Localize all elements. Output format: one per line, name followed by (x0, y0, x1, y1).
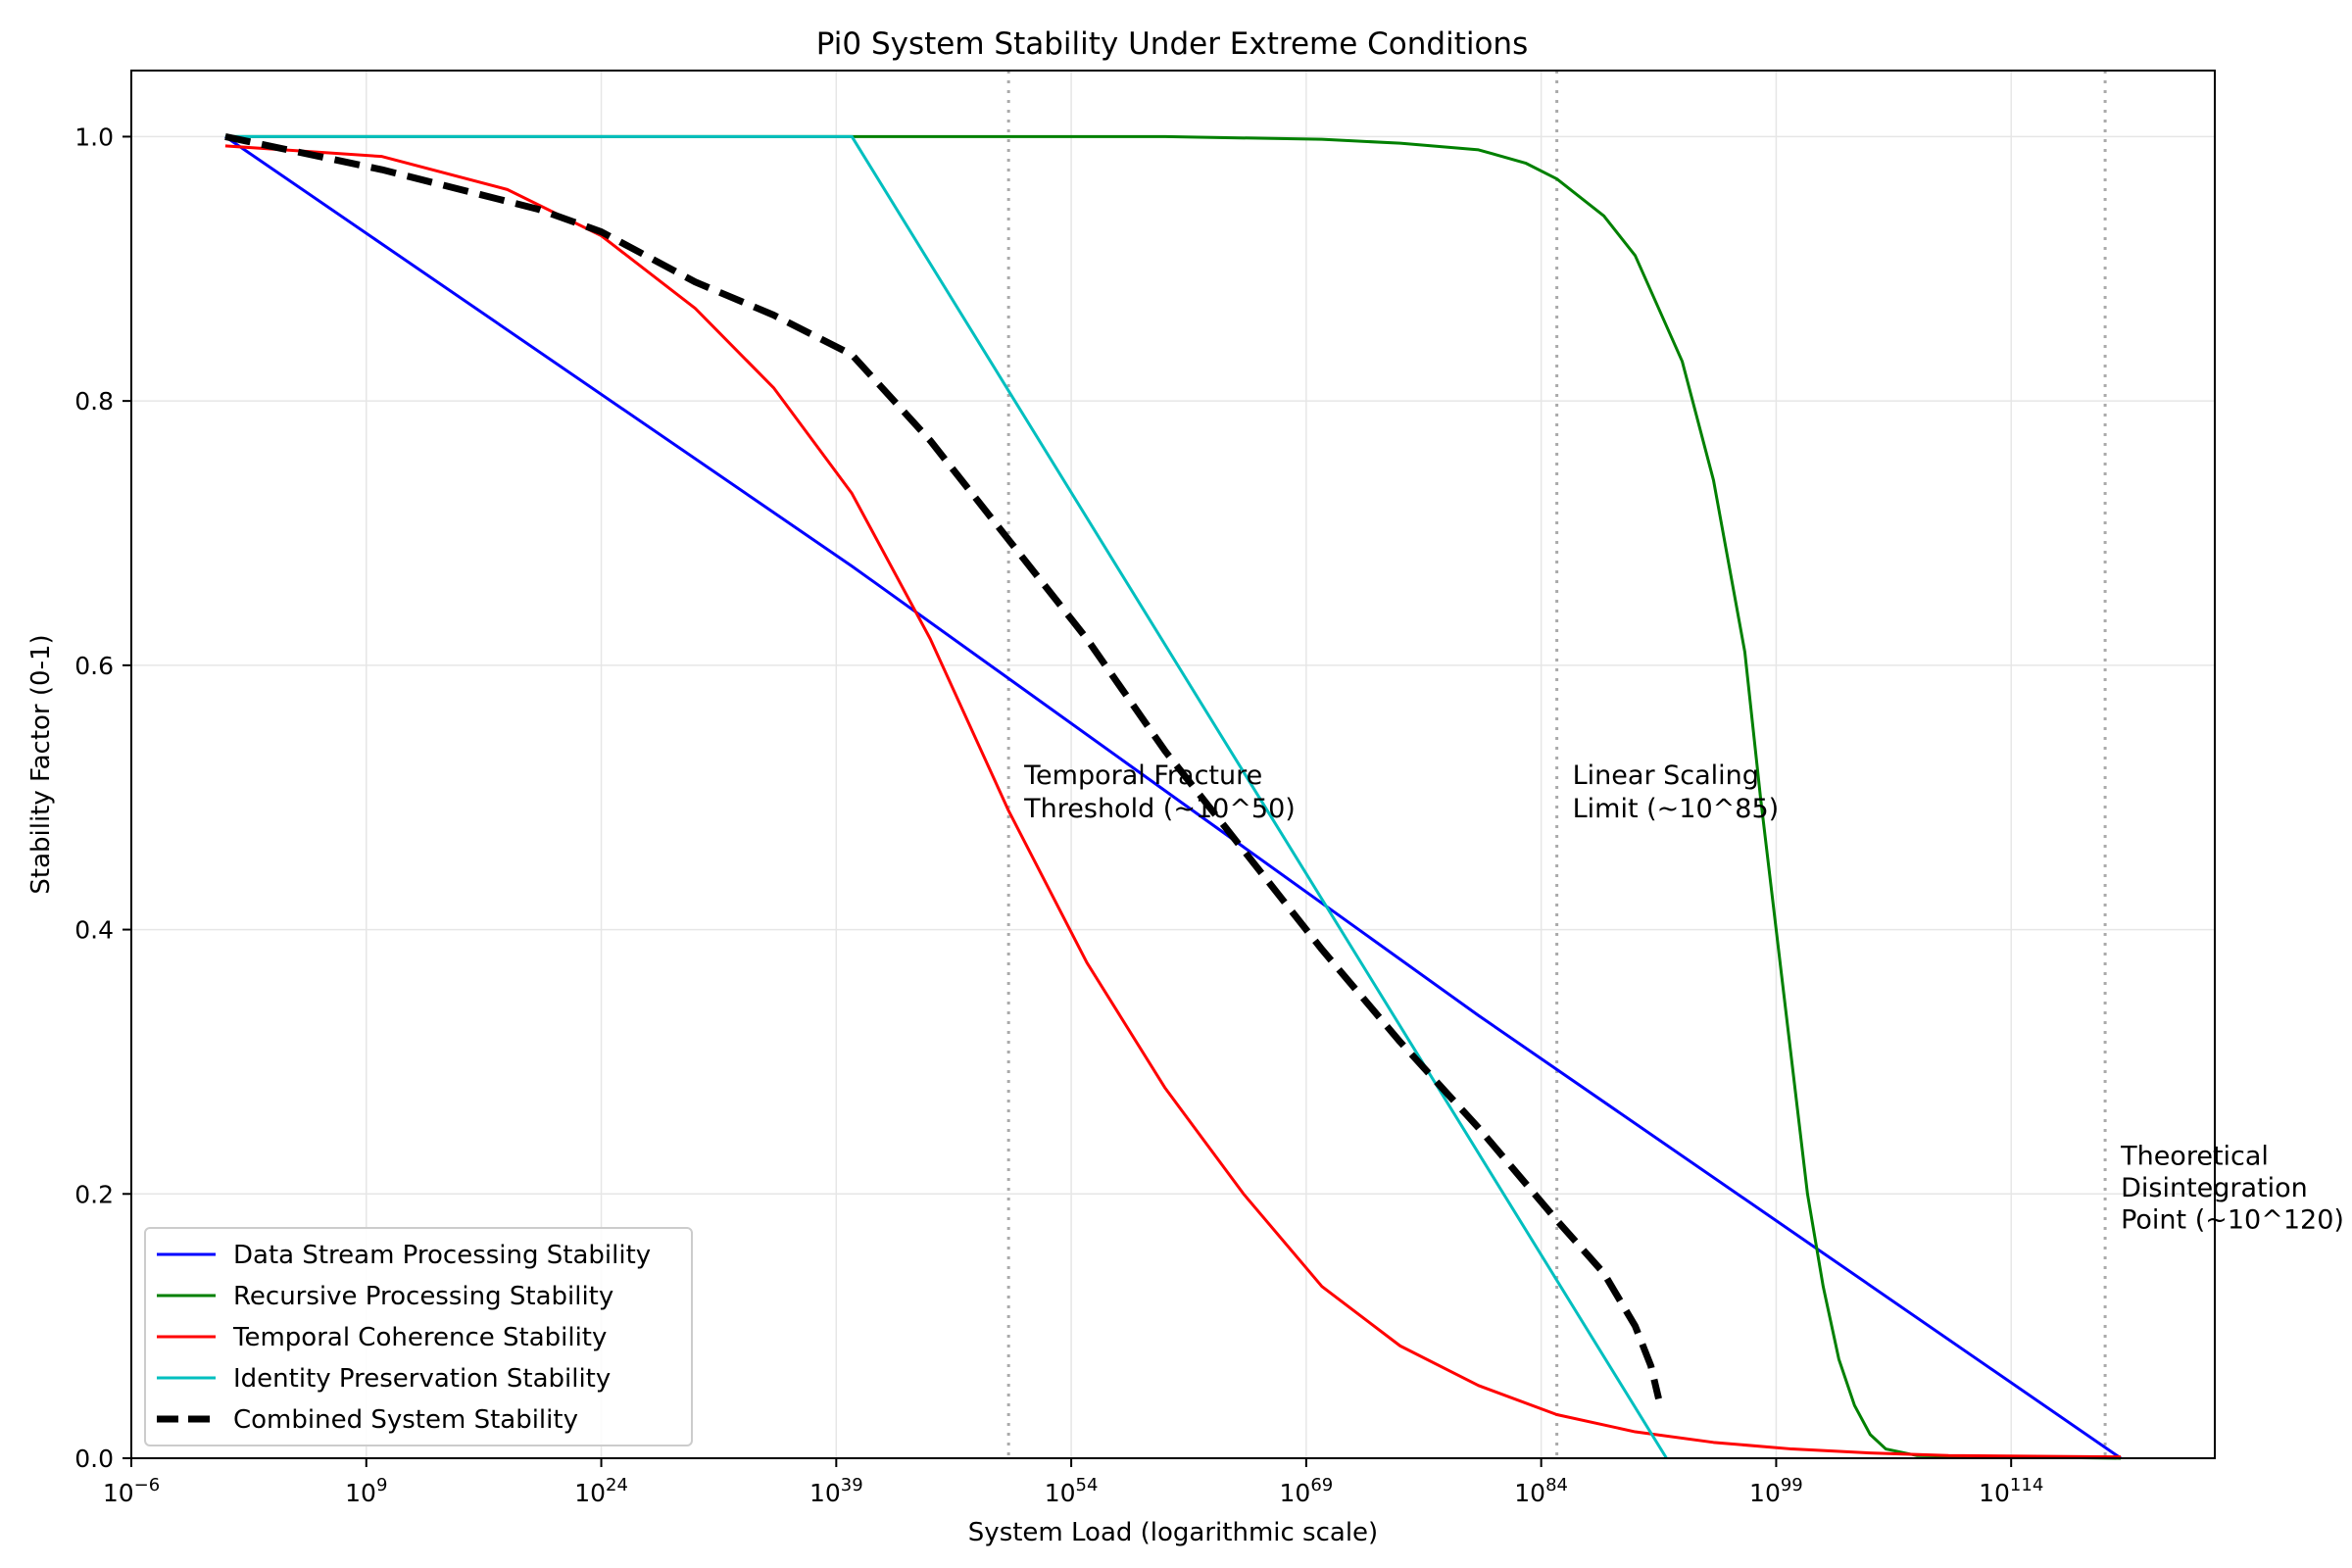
x-tick-label: 1054 (1045, 1475, 1099, 1507)
y-axis-ticks: 0.0 0.2 0.4 0.6 0.8 1.0 (74, 122, 131, 1473)
series-line-4 (224, 133, 1662, 1400)
x-tick-base: 10 (1514, 1479, 1545, 1507)
x-tick-exponent: 84 (1545, 1475, 1568, 1495)
series-line-1 (224, 134, 2122, 1460)
x-tick-exponent: 69 (1310, 1475, 1333, 1495)
x-tick-base: 10 (1045, 1479, 1076, 1507)
threshold-annotation: Theoretical (2120, 1142, 2269, 1172)
x-tick-label: 1099 (1749, 1475, 1803, 1507)
x-tick-base: 10 (1979, 1479, 2010, 1507)
x-tick-label: 1069 (1280, 1475, 1334, 1507)
threshold-annotation: Limit (~10^85) (1573, 794, 1780, 824)
x-tick-exponent: −6 (134, 1475, 161, 1495)
x-tick-label: 1024 (574, 1475, 628, 1507)
x-tick-exponent: 9 (376, 1475, 387, 1495)
x-tick-base: 10 (574, 1479, 606, 1507)
plot-frame (130, 70, 2216, 1459)
y-tick-label: 0.0 (74, 1445, 114, 1473)
y-tick-label: 0.6 (74, 652, 114, 680)
series-line-2 (224, 144, 2122, 1459)
legend-box (144, 1227, 693, 1446)
x-tick-label: 109 (345, 1475, 387, 1507)
x-tick-label: 1039 (809, 1475, 863, 1507)
series-lines (224, 133, 2122, 1460)
legend-label: Combined System Stability (233, 1405, 578, 1435)
x-tick-exponent: 39 (841, 1475, 863, 1495)
legend: Data Stream Processing Stability Recursiv… (144, 1227, 693, 1446)
y-axis-label: Stability Factor (0-1) (26, 634, 56, 894)
y-tick-label: 0.2 (74, 1180, 114, 1208)
x-tick-label: 10114 (1979, 1475, 2043, 1507)
legend-label: Identity Preservation Stability (233, 1364, 611, 1394)
legend-label: Data Stream Processing Stability (233, 1241, 651, 1270)
threshold-annotation: Point (~10^120) (2121, 1204, 2344, 1235)
y-tick-label: 0.4 (74, 916, 114, 945)
x-tick-base: 10 (103, 1479, 134, 1507)
x-tick-exponent: 24 (606, 1475, 628, 1495)
x-tick-base: 10 (1280, 1479, 1311, 1507)
x-axis-label: System Load (logarithmic scale) (968, 1518, 1378, 1547)
series-line-3 (224, 134, 1668, 1459)
threshold-annotation: Linear Scaling (1573, 760, 1759, 791)
x-tick-label: 10−6 (103, 1475, 160, 1507)
x-tick-base: 10 (809, 1479, 841, 1507)
legend-label: Temporal Coherence Stability (232, 1323, 607, 1352)
threshold-lines (1006, 71, 2107, 1458)
x-tick-base: 10 (1749, 1479, 1781, 1507)
x-axis-ticks: 10−6 109 1024 1039 1054 1069 1084 1099 10114 (103, 1458, 2043, 1507)
x-tick-exponent: 114 (2010, 1475, 2043, 1495)
legend-label: Recursive Processing Stability (233, 1282, 613, 1311)
threshold-annotation: Temporal Fracture (1023, 760, 1262, 791)
y-tick-label: 0.8 (74, 387, 114, 416)
y-tick-label: 1.0 (74, 122, 114, 151)
x-tick-base: 10 (345, 1479, 376, 1507)
x-tick-exponent: 99 (1781, 1475, 1803, 1495)
x-tick-exponent: 54 (1076, 1475, 1099, 1495)
threshold-annotation: Threshold (~10^50) (1023, 794, 1296, 824)
series-line-0 (224, 135, 2122, 1460)
chart-title: Pi0 System Stability Under Extreme Condi… (816, 26, 1528, 62)
x-tick-label: 1084 (1514, 1475, 1568, 1507)
